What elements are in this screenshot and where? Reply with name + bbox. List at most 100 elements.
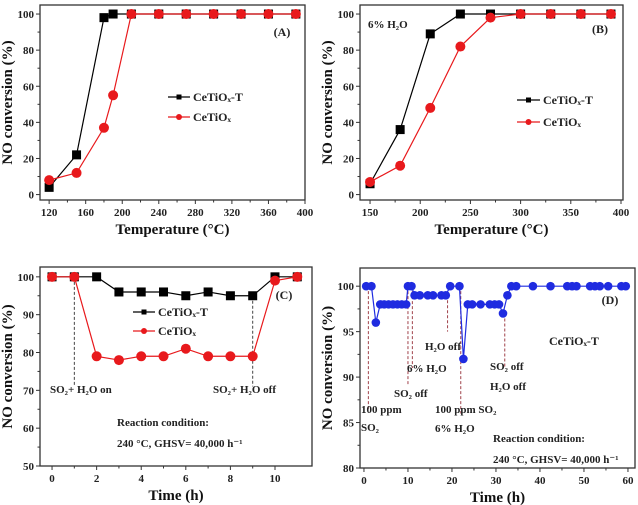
annotation: SO₂ off	[394, 388, 428, 400]
annotation: SO₂ off	[490, 361, 524, 373]
x-tick-label: 160	[77, 207, 94, 219]
data-point	[47, 271, 58, 282]
data-point	[108, 90, 119, 101]
x-tick-label: 280	[187, 207, 204, 219]
data-point	[113, 355, 124, 366]
x-tick-label: 8	[228, 473, 234, 485]
x-tick-label: 320	[224, 207, 241, 219]
data-point	[455, 281, 464, 291]
x-tick-label: 300	[512, 207, 529, 219]
data-point	[575, 9, 586, 20]
data-point	[91, 351, 102, 362]
y-tick-label: 100	[338, 9, 355, 21]
series-line-0	[52, 276, 298, 297]
series-line-0	[48, 13, 296, 188]
annotation: SO₂+ H₂O off	[213, 384, 276, 396]
y-tick-label: 90	[23, 310, 35, 322]
y-tick-label: 60	[23, 423, 35, 435]
x-tick-label: 20	[446, 475, 458, 487]
data-point	[445, 281, 455, 291]
data-point	[494, 300, 504, 309]
chart-panel-2: 0 2 4 6 8 10 50 60 70 80 90 100 Time (h) NO conversio…	[0, 266, 313, 504]
data-point	[415, 290, 425, 300]
x-tick-label: 150	[362, 207, 379, 219]
data-point	[99, 13, 109, 23]
x-tick-label: 0	[361, 475, 367, 487]
data-point	[603, 281, 613, 291]
data-point	[136, 287, 146, 297]
data-point	[621, 281, 631, 291]
data-point	[72, 150, 82, 160]
x-tick-label: 360	[260, 207, 277, 219]
data-point	[572, 281, 581, 291]
plot-frame	[359, 267, 636, 469]
series-line-0	[366, 285, 626, 359]
y-tick-label: 70	[23, 385, 35, 397]
y-tick-label: 50	[23, 461, 35, 473]
data-point	[476, 300, 485, 309]
data-point	[181, 291, 191, 301]
plot-frame	[359, 4, 624, 201]
data-point	[208, 9, 219, 20]
x-tick-label: 30	[490, 475, 502, 487]
x-tick-label: 0	[49, 473, 55, 485]
annotation: SO₂+ H₂O on	[50, 384, 112, 396]
y-tick-label: 0	[349, 190, 355, 202]
data-point	[203, 351, 214, 362]
data-point	[455, 9, 465, 19]
annotation: SO₂	[361, 422, 380, 434]
y-axis-label: NO conversion (%)	[320, 40, 336, 164]
data-point	[395, 125, 405, 135]
y-tick-label: 40	[343, 117, 355, 129]
data-point	[136, 351, 147, 362]
y-tick-label: 90	[343, 372, 355, 384]
x-tick-label: 200	[412, 207, 429, 219]
annotation: H₂O off	[425, 341, 461, 353]
legend-marker	[141, 309, 147, 315]
data-point	[248, 291, 258, 301]
y-tick-label: 80	[23, 45, 35, 57]
annotation: H₂O off	[490, 381, 526, 393]
data-point	[225, 291, 235, 301]
data-point	[365, 176, 376, 187]
y-tick-label: 20	[343, 153, 355, 165]
annotation: 6% H₂O	[368, 19, 408, 31]
data-point	[159, 287, 169, 297]
data-point	[69, 271, 80, 282]
chart-panel-1: 150 200 250 300 350 400 0 20 40 60 80 100 Temperatur…	[320, 4, 630, 238]
y-tick-label: 100	[18, 9, 35, 21]
annotation: Reaction condition:	[117, 417, 209, 429]
y-axis-label: NO conversion (%)	[0, 304, 16, 428]
x-tick-label: 50	[578, 475, 590, 487]
data-point	[158, 351, 169, 362]
x-tick-label: 400	[613, 207, 630, 219]
data-point	[401, 300, 411, 309]
data-point	[71, 167, 82, 178]
data-point	[459, 354, 468, 364]
x-tick-label: 350	[563, 207, 580, 219]
y-tick-label: 85	[343, 418, 355, 430]
annotation: CeTiOₓ-T	[549, 334, 599, 348]
data-point	[203, 287, 213, 297]
annotation: 6% H₂O	[435, 423, 475, 435]
data-point	[428, 290, 438, 300]
data-point	[290, 9, 301, 20]
data-point	[114, 287, 124, 297]
panel-label: (C)	[276, 288, 293, 302]
annotation: 6% H₂O	[407, 363, 447, 375]
data-point	[407, 281, 416, 291]
panel-label: (D)	[602, 293, 619, 307]
data-point	[126, 9, 137, 20]
annotation: 100 ppm	[361, 404, 402, 416]
data-point	[236, 9, 247, 20]
y-tick-label: 20	[23, 153, 35, 165]
y-tick-label: 60	[23, 81, 35, 93]
data-point	[181, 9, 192, 20]
x-tick-label: 250	[462, 207, 479, 219]
data-point	[247, 351, 258, 362]
data-point	[528, 281, 538, 291]
annotation: 240 °C, GHSV= 40,000 h⁻¹	[493, 454, 619, 466]
y-tick-label: 80	[343, 463, 355, 475]
data-point	[515, 9, 526, 20]
x-tick-label: 120	[41, 207, 58, 219]
